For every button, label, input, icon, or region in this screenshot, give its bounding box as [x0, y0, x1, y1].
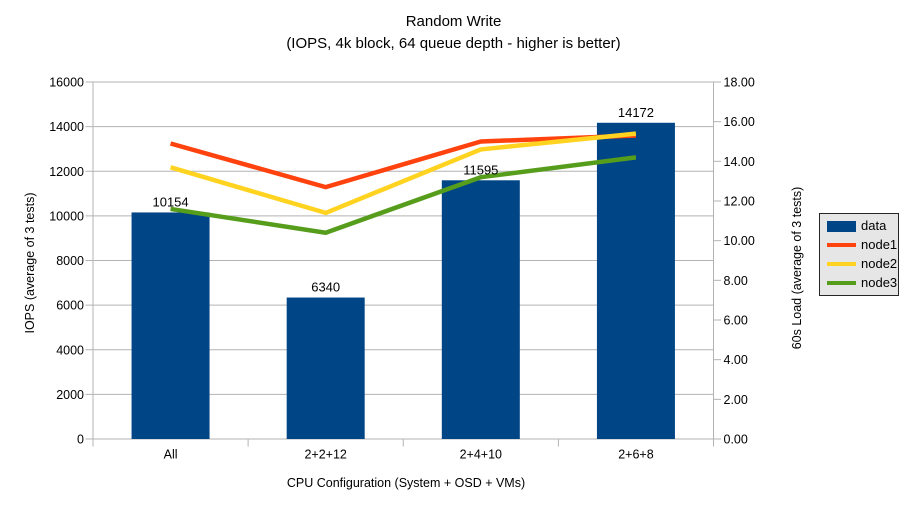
line-node1	[169, 133, 637, 190]
left-axis-tick-label: 6000	[56, 299, 84, 313]
right-axis-tick-label: 4.00	[724, 353, 748, 367]
bar-2+2+12	[286, 297, 365, 439]
right-axis-tick-label: 2.00	[724, 393, 748, 407]
x-tick-label: All	[164, 448, 178, 462]
bar-All	[131, 212, 210, 439]
bar-value-label: 14172	[618, 105, 654, 120]
right-axis-tick-label: 8.00	[724, 274, 748, 288]
right-axis-tick-label: 18.00	[724, 76, 755, 90]
bar-value-label: 6340	[311, 280, 340, 295]
left-axis-title: IOPS (average of 3 tests)	[23, 192, 37, 334]
x-tick-label: 2+6+8	[618, 448, 654, 462]
line-node2	[169, 131, 637, 216]
legend-item-node2: node2	[827, 257, 898, 271]
chart-title-line2: (IOPS, 4k block, 64 queue depth - higher…	[286, 35, 621, 52]
line-node3	[170, 155, 637, 235]
left-axis-tick-label: 12000	[49, 165, 84, 179]
right-axis-tick-label: 10.00	[724, 234, 755, 248]
legend-label: node3	[861, 275, 898, 290]
legend-label: data	[861, 218, 887, 233]
bar-2+4+10	[441, 180, 520, 439]
legend-item-data: data	[827, 219, 898, 233]
legend: data node1 node2 node3	[819, 213, 899, 296]
right-axis-tick-label: 14.00	[724, 155, 755, 169]
legend-label: node2	[861, 256, 898, 271]
legend-item-node3: node3	[827, 276, 898, 290]
left-axis-tick-label: 0	[77, 433, 84, 447]
left-axis-tick-label: 8000	[56, 254, 84, 268]
bar-value-label: 10154	[152, 194, 188, 209]
right-axis-tick-label: 16.00	[724, 115, 755, 129]
right-axis-title: 60s Load (average of 3 tests)	[790, 186, 804, 350]
chart-title-line1: Random Write	[405, 13, 502, 30]
left-axis-tick-label: 14000	[49, 120, 84, 134]
x-tick-label: 2+4+10	[460, 448, 502, 462]
left-axis-tick-label: 4000	[56, 343, 84, 357]
right-axis-tick-label: 6.00	[724, 314, 748, 328]
bar-2+6+8	[596, 122, 675, 440]
legend-swatch-node3	[827, 281, 856, 285]
left-axis-tick-label: 16000	[49, 76, 84, 90]
right-axis-tick-label: 0.00	[724, 433, 748, 447]
legend-swatch-node1	[827, 243, 856, 247]
x-tick-label: 2+2+12	[304, 448, 346, 462]
bar-value-label: 11595	[463, 162, 498, 177]
right-axis-tick-label: 12.00	[724, 195, 755, 209]
x-axis-title: CPU Configuration (System + OSD + VMs)	[286, 476, 526, 490]
legend-label: node1	[861, 237, 898, 252]
legend-item-node1: node1	[827, 238, 898, 252]
chart-title: Random Write (IOPS, 4k block, 64 queue d…	[0, 11, 907, 55]
legend-swatch-data	[827, 220, 856, 232]
legend-swatch-node2	[827, 262, 856, 266]
left-axis-tick-label: 2000	[56, 388, 84, 402]
left-axis-tick-label: 10000	[49, 209, 84, 223]
